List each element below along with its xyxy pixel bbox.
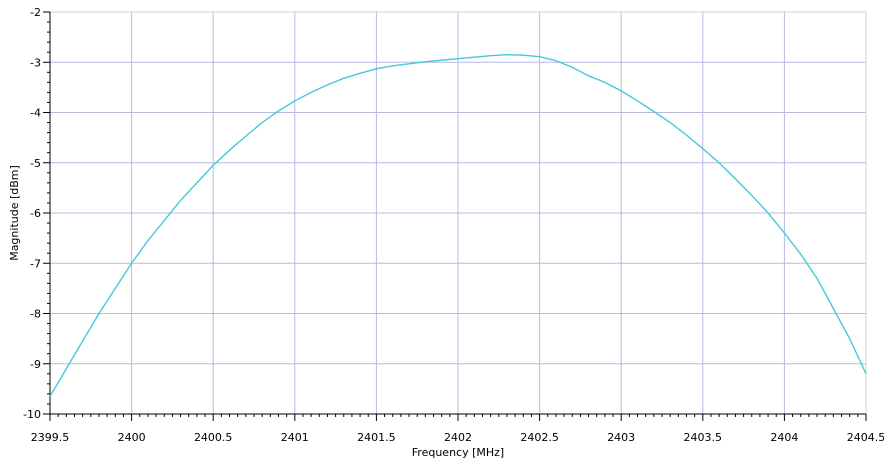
x-tick-label: 2400 [118,431,146,444]
y-tick-label: -6 [30,207,41,220]
y-tick-label: -7 [30,257,41,270]
y-tick-label: -10 [23,408,41,421]
y-tick-label: -3 [30,56,41,69]
y-tick-label: -2 [30,6,41,19]
x-tick-label: 2403.5 [684,431,723,444]
x-tick-label: 2402 [444,431,472,444]
tick-marks [43,11,867,421]
y-axis-title: Magnitude [dBm] [8,165,21,261]
x-tick-label: 2404.5 [847,431,884,444]
y-tick-label: -4 [30,107,41,120]
x-tick-label: 2404 [770,431,798,444]
y-tick-label: -5 [30,157,41,170]
x-tick-label: 2403 [607,431,635,444]
x-tick-label: 2401.5 [357,431,396,444]
y-tick-labels: -10 -9 -8 -7 -6 -5 -4 -3 -2 [23,6,41,421]
x-tick-label: 2399.5 [31,431,70,444]
x-tick-label: 2401 [281,431,309,444]
x-tick-label: 2400.5 [194,431,233,444]
series-line-magnitude [49,54,867,397]
x-tick-label: 2402.5 [520,431,559,444]
x-tick-labels: 2399.5 2400 2400.5 2401 2401.5 2402 2402.5 2403… [31,431,884,444]
horizontal-gridlines [50,61,866,365]
y-tick-label: -9 [30,358,41,371]
x-axis-title: Frequency [MHz] [412,446,504,459]
y-tick-label: -8 [30,308,41,321]
